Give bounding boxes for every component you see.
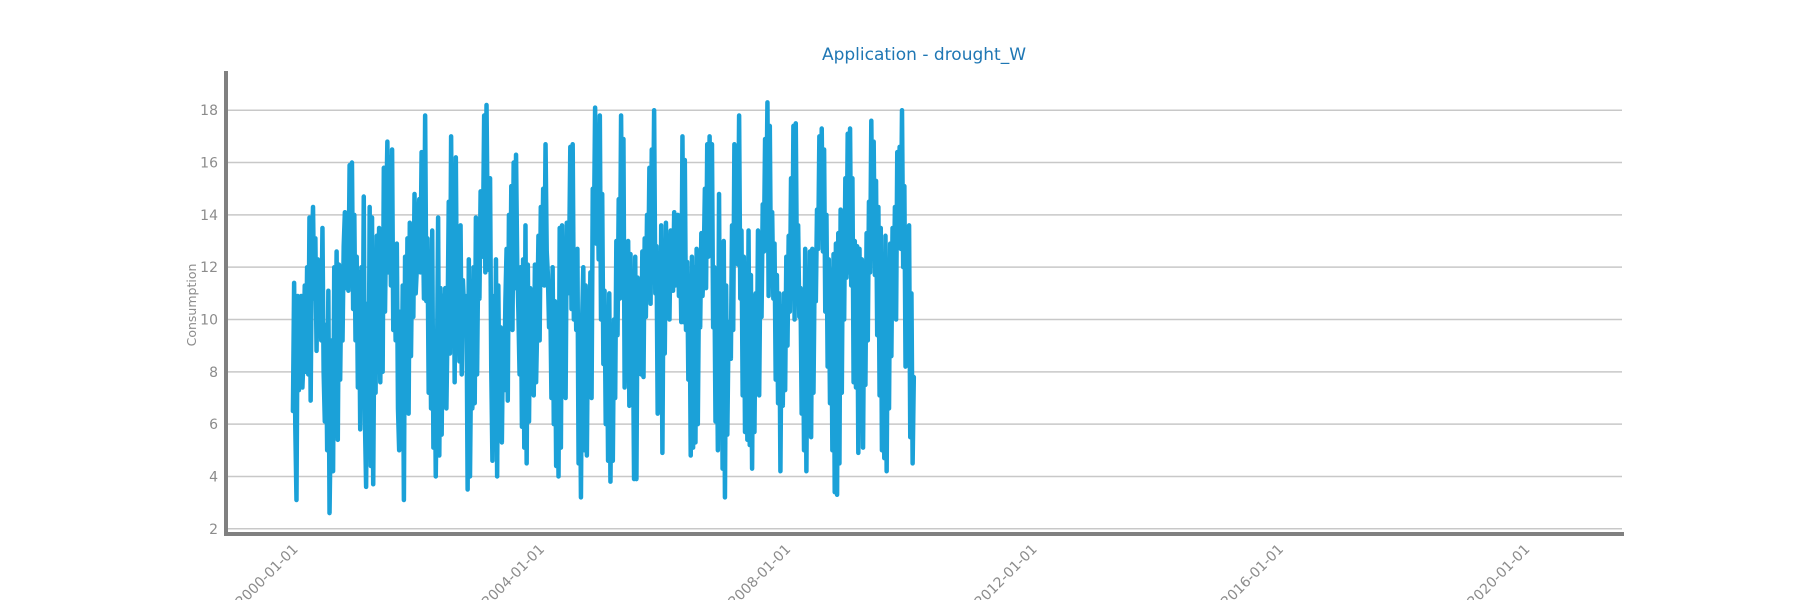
x-tick-label: 2016-01-01 xyxy=(1218,542,1287,600)
x-tick-label: 2012-01-01 xyxy=(972,542,1041,600)
y-tick-label: 8 xyxy=(209,365,218,381)
y-tick-label: 10 xyxy=(200,313,218,329)
x-tick-label: 2020-01-01 xyxy=(1465,542,1534,600)
x-tick-label: 2008-01-01 xyxy=(725,542,794,600)
x-tick-label: 2000-01-01 xyxy=(233,542,302,600)
y-tick-label: 14 xyxy=(200,208,218,224)
y-tick-label: 18 xyxy=(200,103,218,119)
y-tick-label: 6 xyxy=(209,417,218,433)
y-axis-title: Consumption xyxy=(184,264,199,347)
y-tick-labels: 2 4 6 8 10 12 14 16 18 xyxy=(200,103,218,538)
chart-title: Application - drought_W xyxy=(822,45,1026,65)
series-line-0 xyxy=(290,100,917,516)
x-tick-labels: 2000-01-01 2004-01-01 2008-01-01 2012-01-01… xyxy=(233,542,1534,600)
y-tick-label: 2 xyxy=(209,522,218,538)
y-tick-label: 16 xyxy=(200,156,218,172)
x-tick-label: 2004-01-01 xyxy=(479,542,548,600)
y-tick-label: 12 xyxy=(200,260,218,276)
y-tick-label: 4 xyxy=(209,469,218,485)
